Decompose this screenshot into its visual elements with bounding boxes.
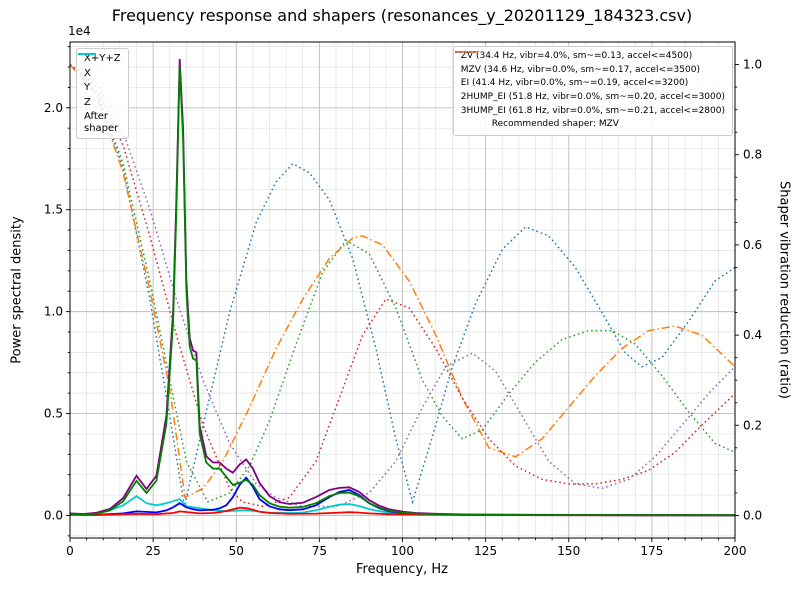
legend-line-sample <box>78 53 96 55</box>
legend-item-label: After shaper <box>84 111 119 134</box>
legend-item-label: 3HUMP_EI (61.8 Hz, vibr=0.0%, sm~=0.21, … <box>460 105 725 116</box>
legend-item-label: X <box>84 67 91 79</box>
y-left-tick-label: 1.5 <box>44 203 63 217</box>
legend-line-sample <box>454 51 478 53</box>
y-left-tick-label: 1.0 <box>44 305 63 319</box>
x-tick-label: 0 <box>66 544 74 558</box>
legend-item-2hump-ei: 2HUMP_EI (51.8 Hz, vibr=0.0%, sm~=0.20, … <box>454 51 725 104</box>
y-right-tick-label: 0.2 <box>743 418 762 432</box>
axis-tick-labels: 0 25 50 75 100 125 150 175 200 0.0 0.5 1.0 1.5 2.0 0.0… <box>44 58 762 558</box>
legend-item-y: Y <box>78 53 121 94</box>
legend-item-label: 2HUMP_EI (51.8 Hz, vibr=0.0%, sm~=0.20, … <box>460 92 725 103</box>
y-axis-label-right: Shaper vibration reduction (ratio) <box>776 181 792 399</box>
legend-item-zv: ZV (34.4 Hz, vibr=4.0%, sm~=0.13, accel<… <box>454 51 725 63</box>
legend-item-ei: EI (41.4 Hz, vibr=0.0%, sm~=0.19, accel<… <box>454 51 725 90</box>
x-tick-label: 175 <box>640 544 663 558</box>
legend-item-label: MZV (34.6 Hz, vibr=0.0%, sm~=0.17, accel… <box>460 64 700 75</box>
x-tick-label: 50 <box>229 544 244 558</box>
axis-ticks <box>66 46 739 542</box>
series-line-3hump-ei <box>70 63 735 508</box>
x-tick-label: 25 <box>145 544 160 558</box>
series-group <box>70 58 735 517</box>
x-tick-label: 100 <box>391 544 414 558</box>
legend-item-label: Y <box>84 82 91 93</box>
series-line-2hump-ei <box>70 63 735 508</box>
x-axis-label: Frequency, Hz <box>355 562 449 577</box>
x-tick-label: 200 <box>724 544 747 558</box>
y-left-tick-label: 0.0 <box>44 508 63 522</box>
legend-item-label: ZV (34.4 Hz, vibr=4.0%, sm~=0.13, accel<… <box>460 51 693 61</box>
legend-item-label: Z <box>84 96 91 108</box>
legend-item-label: X+Y+Z <box>84 53 121 64</box>
y-axis-offset-text: 1e4 <box>68 24 91 38</box>
y-left-tick-label: 2.0 <box>44 101 63 115</box>
legend-item-x: X <box>78 53 121 80</box>
x-tick-label: 125 <box>474 544 497 558</box>
legend-psd: X+Y+Z X Y Z After shaper <box>76 48 129 139</box>
legend-item-after-shaper: After shaper <box>78 53 121 134</box>
series-line-ei <box>70 63 735 503</box>
series-line-y <box>70 64 735 517</box>
y-right-tick-label: 0.0 <box>743 508 762 522</box>
x-tick-label: 150 <box>557 544 580 558</box>
legend-item-z: Z <box>78 53 121 109</box>
y-right-tick-label: 0.6 <box>743 238 762 252</box>
y-right-tick-label: 1.0 <box>743 58 762 72</box>
y-axis-label-left: Power spectral density <box>9 216 25 364</box>
y-right-tick-label: 0.8 <box>743 148 762 162</box>
legend-item-3hump-ei: 3HUMP_EI (61.8 Hz, vibr=0.0%, sm~=0.21, … <box>454 51 725 118</box>
recommended-shaper-text: Recommended shaper: MZV <box>491 119 619 130</box>
y-right-tick-label: 0.4 <box>743 328 762 342</box>
series-line-x <box>70 506 735 517</box>
chart-title: Frequency response and shapers (resonanc… <box>111 6 693 25</box>
x-tick-label: 75 <box>312 544 327 558</box>
legend-shapers: ZV (34.4 Hz, vibr=4.0%, sm~=0.13, accel<… <box>452 46 733 137</box>
y-left-tick-label: 0.5 <box>44 407 63 421</box>
legend-footer: Recommended shaper: MZV <box>461 119 725 131</box>
legend-item-label: EI (41.4 Hz, vibr=0.0%, sm~=0.19, accel<… <box>460 78 689 89</box>
series-line-xyz <box>70 58 735 517</box>
legend-item-mzv: MZV (34.6 Hz, vibr=0.0%, sm~=0.17, accel… <box>454 51 725 77</box>
